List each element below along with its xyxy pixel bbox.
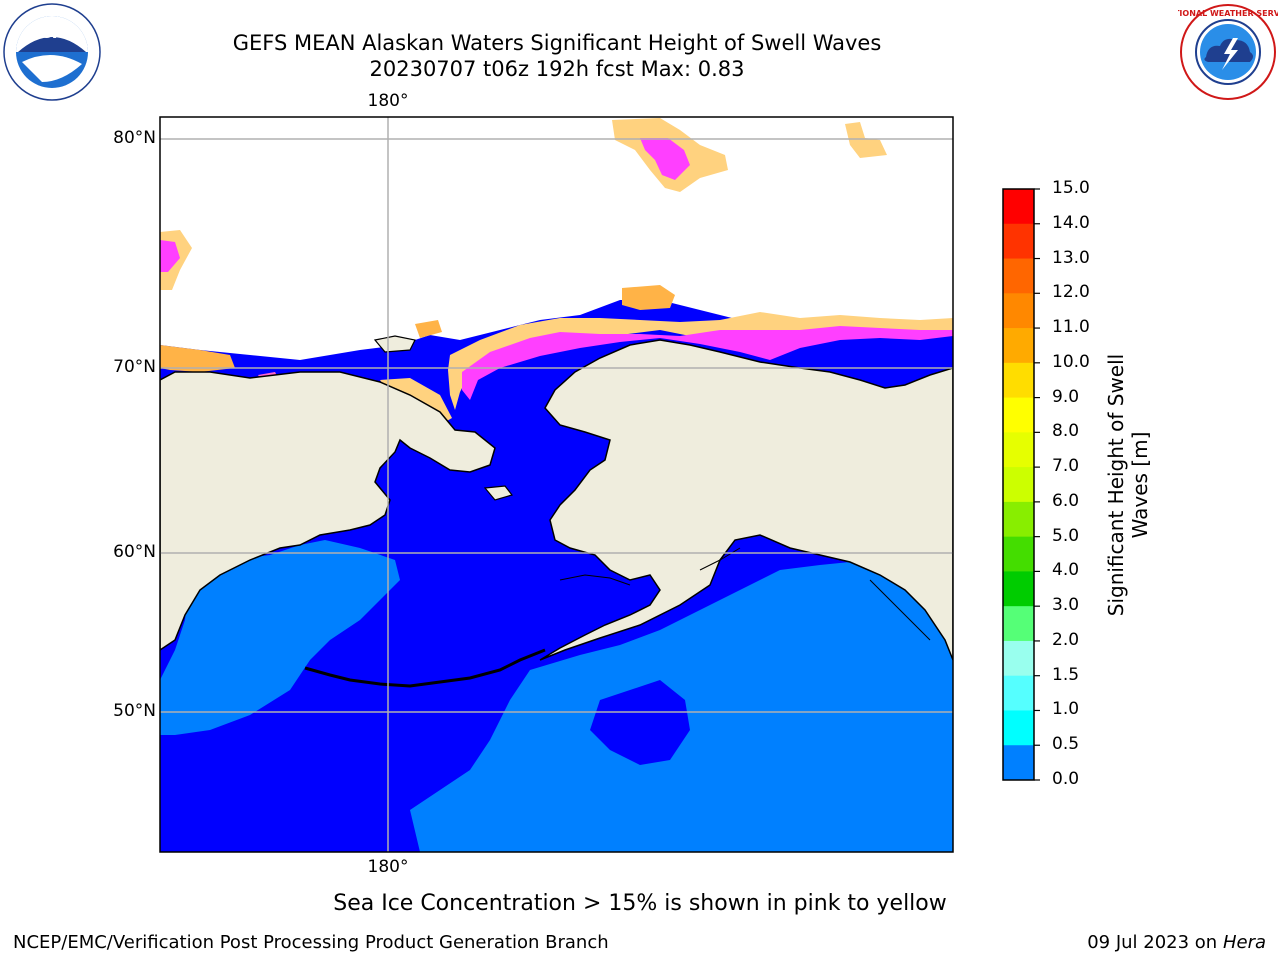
colorbar-tick-label: 1.0 bbox=[1052, 699, 1080, 720]
colorbar-tick-label: 6.0 bbox=[1052, 490, 1080, 511]
sea-ice-central bbox=[622, 285, 675, 310]
colorbar-tick-label: 0.0 bbox=[1052, 769, 1080, 789]
colorbar-frame bbox=[1002, 188, 1035, 781]
footer-host: Hera bbox=[1222, 932, 1266, 953]
island-wrangel bbox=[373, 335, 416, 353]
colorbar-band bbox=[1003, 397, 1034, 433]
lon-label-bottom: 180° bbox=[367, 857, 409, 877]
colorbar-band bbox=[1003, 362, 1034, 399]
colorbar-tick-label: 7.0 bbox=[1052, 456, 1080, 477]
footer-date: 09 Jul 2023 on Hera bbox=[1087, 932, 1266, 953]
sea-ice-note: Sea Ice Concentration > 15% is shown in … bbox=[333, 891, 947, 916]
island-st-lawrence bbox=[483, 485, 514, 501]
colorbar-tick-label: 2.0 bbox=[1052, 629, 1080, 650]
map-frame bbox=[159, 116, 954, 853]
colorbar-tick-label: 13.0 bbox=[1052, 247, 1090, 268]
colorbar-tick-label: 3.0 bbox=[1052, 595, 1080, 616]
colorbar-band bbox=[1003, 501, 1034, 538]
colorbar-band bbox=[1003, 328, 1034, 364]
ocean-light-west bbox=[160, 540, 400, 735]
chart-title: GEFS MEAN Alaskan Waters Significant Hei… bbox=[232, 31, 882, 55]
colorbar-tick-label: 10.0 bbox=[1052, 351, 1090, 372]
sea-ice-ne bbox=[845, 122, 887, 158]
lon-label-top: 180° bbox=[367, 91, 409, 111]
colorbar-tick-label: 1.5 bbox=[1052, 664, 1080, 685]
colorbar-band bbox=[1003, 258, 1034, 294]
noaa-logo-icon: NOAA bbox=[3, 3, 101, 101]
colorbar-band bbox=[1003, 467, 1034, 503]
lat-label-50: 50°N bbox=[113, 701, 156, 721]
svg-text:NATIONAL WEATHER SERVICE: NATIONAL WEATHER SERVICE bbox=[1178, 9, 1278, 18]
colorbar-tick-label: 0.5 bbox=[1052, 734, 1080, 755]
colorbar-band bbox=[1003, 189, 1034, 225]
colorbar-band bbox=[1003, 640, 1034, 677]
aleutian-islands bbox=[304, 648, 546, 688]
sea-ice-west-pink bbox=[160, 240, 180, 272]
colorbar-tick-label: 12.0 bbox=[1052, 282, 1090, 303]
land-coast-detail bbox=[559, 547, 931, 641]
sea-ice-arctic-pink bbox=[462, 326, 953, 400]
ocean-deep-patch bbox=[590, 680, 690, 765]
colorbar-label: Significant Height of Swell Waves [m] bbox=[1104, 353, 1152, 617]
lat-label-80: 80°N bbox=[113, 128, 156, 148]
land-siberia bbox=[160, 371, 496, 651]
lat-label-70: 70°N bbox=[113, 357, 156, 377]
colorbar-tick-label: 4.0 bbox=[1052, 560, 1080, 581]
sea-ice-wrangel bbox=[415, 320, 442, 338]
graticule bbox=[160, 117, 953, 852]
colorbar-band bbox=[1003, 571, 1034, 607]
colorbar-tick-label: 15.0 bbox=[1052, 178, 1090, 198]
lat-label-60: 60°N bbox=[113, 542, 156, 562]
colorbar-band bbox=[1003, 432, 1034, 468]
colorbar-tick-label: 14.0 bbox=[1052, 212, 1090, 233]
sea-ice-siberia bbox=[160, 345, 235, 372]
nws-logo-icon: NATIONAL WEATHER SERVICE bbox=[1178, 4, 1278, 100]
colorbar-band bbox=[1003, 606, 1034, 642]
footer-credit: NCEP/EMC/Verification Post Processing Pr… bbox=[13, 932, 609, 953]
colorbar-tick-label: 11.0 bbox=[1052, 317, 1090, 338]
arctic-open-area bbox=[160, 117, 953, 360]
sea-ice-north-pink bbox=[640, 138, 690, 180]
colorbar-tick-label: 8.0 bbox=[1052, 421, 1080, 442]
chart-subtitle: 20230707 t06z 192h fcst Max: 0.83 bbox=[369, 57, 745, 81]
noaa-logo-text: NOAA bbox=[26, 23, 78, 42]
colorbar-tick-label: 9.0 bbox=[1052, 386, 1080, 407]
colorbar-band bbox=[1003, 745, 1034, 781]
colorbar bbox=[1003, 188, 1040, 781]
land-alaska bbox=[539, 339, 953, 661]
colorbar-band bbox=[1003, 536, 1034, 572]
colorbar-band bbox=[1003, 675, 1034, 711]
colorbar-band bbox=[1003, 710, 1034, 746]
footer-date-text: 09 Jul 2023 on bbox=[1087, 932, 1218, 953]
colorbar-tick-label: 5.0 bbox=[1052, 525, 1080, 546]
colorbar-band bbox=[1003, 223, 1034, 260]
colorbar-band bbox=[1003, 293, 1034, 329]
